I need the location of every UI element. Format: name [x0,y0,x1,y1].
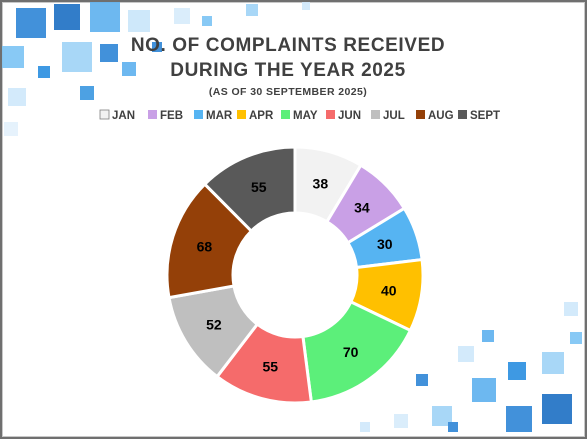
decorative-square [394,414,408,428]
decorative-square [458,346,474,362]
data-label-jun: 55 [263,359,279,375]
data-label-jan: 38 [313,175,329,191]
legend-label-mar: MAR [206,110,233,122]
decorative-square [506,406,532,432]
decorative-square [4,122,18,136]
legend-label-apr: APR [249,110,274,122]
chart-legend: JAN FEB MAR APR MAY JUN JUL AUG SEPT [99,109,500,122]
decorative-square [570,332,582,344]
data-label-aug: 68 [197,238,213,254]
legend-swatch-jan [99,109,110,120]
legend-label-sept: SEPT [470,110,500,122]
data-label-jul: 52 [206,316,222,332]
decorative-square [152,42,162,52]
decorative-square [2,46,24,68]
decorative-square [416,374,428,386]
legend-swatch-feb [148,110,157,119]
decorative-square [100,44,118,62]
legend-swatch-jun [326,110,335,119]
decorative-square [54,4,80,30]
decorative-square [202,16,212,26]
data-label-mar: 30 [377,236,393,252]
decorative-square [564,302,578,316]
legend-label-jan: JAN [112,110,135,122]
decorative-square [38,66,50,78]
decorative-square [8,88,26,106]
decorative-square [302,2,310,10]
decorative-square [62,42,92,72]
decorative-square [482,330,494,342]
legend-label-feb: FEB [160,110,183,122]
data-label-feb: 34 [354,200,370,216]
decorative-square [448,422,458,432]
decorative-square [174,8,190,24]
decorative-square [80,86,94,100]
data-label-may: 70 [343,344,359,360]
chart-title-line-2: DURING THE YEAR 2025 [170,60,406,81]
chart-subtitle: (AS OF 30 SEPTEMBER 2025) [209,86,367,98]
data-label-apr: 40 [381,282,397,298]
decorative-square [360,422,370,432]
decorative-square [16,8,46,38]
doughnut-data-labels: 38 34 30 40 70 55 52 68 55 [197,175,397,374]
decorative-square [122,62,136,76]
legend-label-jun: JUN [338,110,361,122]
legend-swatch-apr [237,110,246,119]
legend-label-aug: AUG [428,110,454,122]
legend-swatch-sept [458,110,467,119]
decorative-square [128,10,150,32]
slice-sept [203,145,297,233]
legend-swatch-mar [194,110,203,119]
legend-swatch-jul [371,110,380,119]
legend-label-may: MAY [293,110,318,122]
legend-swatch-aug [416,110,425,119]
chart-title-line-1: NO. OF COMPLAINTS RECEIVED [131,35,445,56]
decorative-square [542,394,572,424]
decorative-square [542,352,564,374]
decorative-square [432,406,452,426]
legend-label-jul: JUL [383,110,405,122]
decorative-square [508,362,526,380]
legend-swatch-may [281,110,290,119]
decorative-square [472,378,496,402]
decorative-square [246,4,258,16]
data-label-sept: 55 [251,179,267,195]
doughnut-slices [165,145,425,405]
decorative-square [90,2,120,32]
